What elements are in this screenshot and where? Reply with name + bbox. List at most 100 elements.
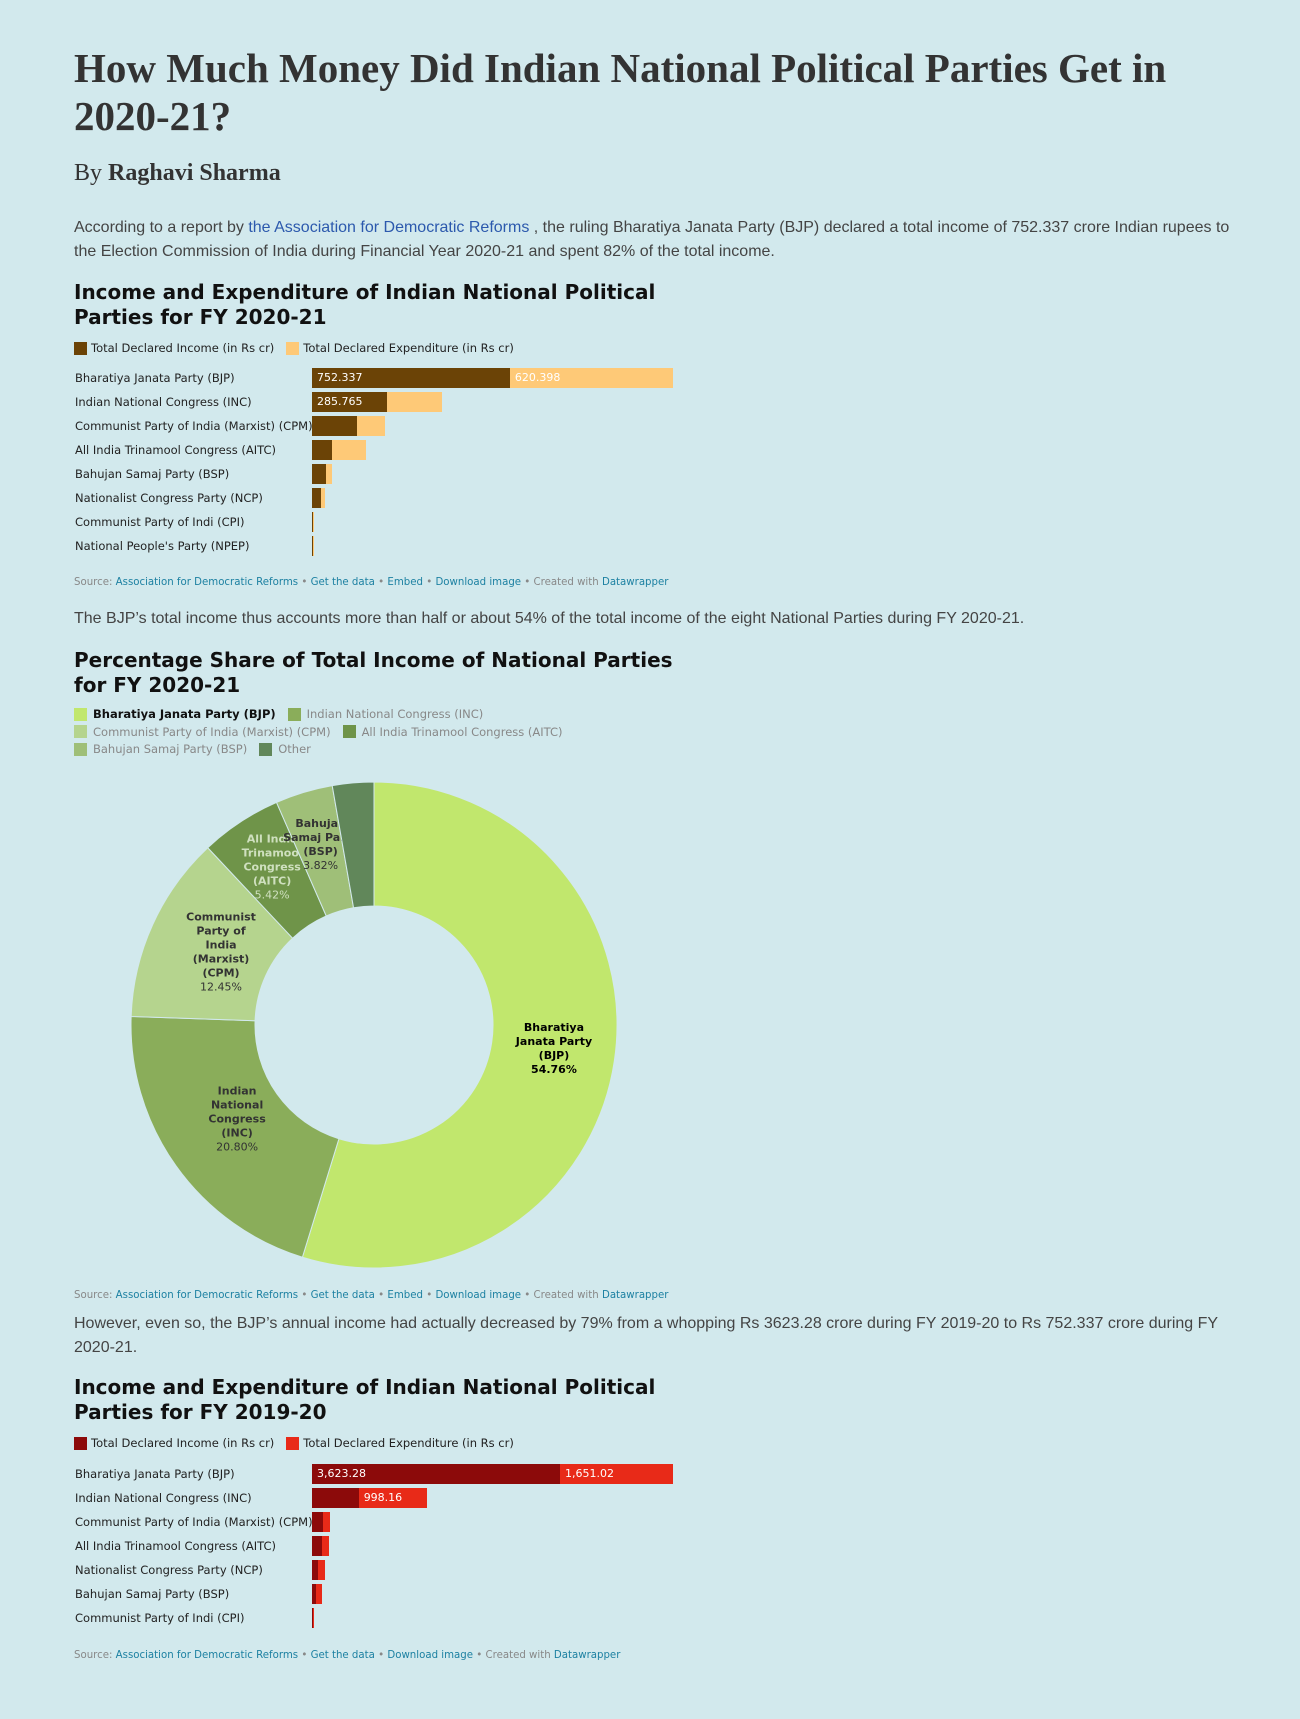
datawrapper-link[interactable]: Datawrapper bbox=[601, 577, 669, 588]
legend-swatch-expenditure bbox=[286, 341, 300, 355]
source-separator: • bbox=[374, 1290, 388, 1301]
bar-category-label: Bharatiya Janata Party (BJP) bbox=[75, 1467, 235, 1481]
pie-legend-label: Communist Party of India (Marxist) (CPM) bbox=[93, 724, 331, 739]
pie-legend-item[interactable]: Indian National Congress (INC) bbox=[287, 706, 484, 722]
legend-swatch-income bbox=[74, 1436, 87, 1450]
source-action-link[interactable]: Embed bbox=[387, 1290, 423, 1301]
bar-row: Communist Party of Indi (CPI) bbox=[74, 1608, 694, 1628]
expenditure-bar bbox=[313, 536, 314, 556]
donut-slice-label: Bharatiya Janata Party (BJP) 54.76% bbox=[515, 1021, 592, 1076]
bar-row: Bharatiya Janata Party (BJP) 752.337 620.3… bbox=[74, 368, 694, 388]
bar-row: All India Trinamool Congress (AITC) bbox=[74, 1536, 694, 1556]
bar-row: Indian National Congress (INC) 998.16 bbox=[74, 1488, 694, 1508]
bar-row: Bahujan Samaj Party (BSP) bbox=[74, 1584, 694, 1604]
chart3-source: Source: Association for Democratic Refor… bbox=[74, 1650, 620, 1661]
source-action-link[interactable]: Download image bbox=[435, 577, 522, 588]
source-link[interactable]: Association for Democratic Reforms bbox=[115, 577, 299, 588]
chart1-title: Income and Expenditure of Indian Nationa… bbox=[74, 280, 656, 329]
income-bar: 752.337 bbox=[312, 368, 510, 388]
legend-label-income: Total Declared Income (in Rs cr) bbox=[91, 1436, 275, 1450]
chart1-source: Source: Association for Democratic Refor… bbox=[74, 577, 668, 588]
chart2-donut: Bharatiya Janata Party (BJP) 54.76% Indian Na… bbox=[130, 781, 618, 1269]
pie-legend-swatch bbox=[74, 707, 87, 721]
pie-legend-label: Indian National Congress (INC) bbox=[306, 707, 484, 721]
income-bar: 3,623.28 bbox=[312, 1464, 560, 1484]
pie-legend-item[interactable]: Communist Party of India (Marxist) (CPM) bbox=[74, 724, 331, 740]
source-prefix: Source: bbox=[74, 1290, 116, 1301]
bar-value-label: 620.398 bbox=[514, 371, 561, 384]
income-bar bbox=[312, 536, 313, 556]
bar-row: Indian National Congress (INC) 285.765 bbox=[74, 392, 694, 412]
source-action-link[interactable]: Download image bbox=[387, 1650, 473, 1661]
pie-legend-item[interactable]: Other bbox=[259, 741, 311, 757]
bar-row: Bharatiya Janata Party (BJP) 3,623.28 1,65… bbox=[74, 1464, 694, 1484]
expenditure-bar bbox=[315, 1584, 323, 1604]
legend-label-expenditure: Total Declared Expenditure (in Rs cr) bbox=[303, 341, 514, 355]
source-separator: • bbox=[422, 577, 436, 588]
pie-legend-item[interactable]: Bharatiya Janata Party (BJP) bbox=[74, 706, 276, 722]
source-action-link[interactable]: Download image bbox=[435, 1290, 522, 1301]
legend-item-income: Total Declared Income (in Rs cr) bbox=[74, 341, 274, 355]
expenditure-bar bbox=[356, 416, 385, 436]
source-action-link[interactable]: Get the data bbox=[310, 577, 375, 588]
legend-swatch-expenditure bbox=[286, 1436, 300, 1450]
paragraph-decrease: However, even so, the BJP’s annual incom… bbox=[74, 1315, 1218, 1356]
bar-row: Communist Party of India (Marxist) (CPM) bbox=[74, 416, 694, 436]
paragraph-intro: According to a report by the Association… bbox=[74, 216, 1234, 264]
source-action-link[interactable]: Get the data bbox=[310, 1290, 375, 1301]
source-separator: • Created with bbox=[473, 1650, 554, 1661]
legend-label-expenditure: Total Declared Expenditure (in Rs cr) bbox=[303, 1436, 514, 1450]
bar-value-label: 1,651.02 bbox=[564, 1467, 614, 1480]
chart3-title: Income and Expenditure of Indian Nationa… bbox=[74, 1375, 656, 1424]
pie-legend-item[interactable]: All India Trinamool Congress (AITC) bbox=[342, 724, 563, 740]
pie-legend-swatch bbox=[287, 707, 301, 721]
pie-legend-swatch bbox=[259, 742, 273, 756]
expenditure-bar bbox=[313, 512, 314, 532]
legend-swatch-income bbox=[74, 341, 87, 355]
expenditure-bar bbox=[317, 1560, 326, 1580]
expenditure-bar: 998.16 bbox=[358, 1488, 427, 1508]
intro-text-before: According to a report by bbox=[74, 219, 244, 236]
bar-value-label: 285.765 bbox=[317, 395, 363, 408]
pie-legend-swatch bbox=[342, 725, 356, 738]
source-separator: • bbox=[298, 1290, 311, 1301]
datawrapper-link[interactable]: Datawrapper bbox=[601, 1290, 669, 1301]
bar-category-label: Communist Party of India (Marxist) (CPM) bbox=[75, 1515, 313, 1529]
source-action-link[interactable]: Get the data bbox=[310, 1650, 375, 1661]
datawrapper-link[interactable]: Datawrapper bbox=[553, 1650, 621, 1661]
income-bar bbox=[312, 1560, 318, 1580]
donut-slice[interactable] bbox=[331, 781, 375, 909]
source-separator: • Created with bbox=[521, 1290, 602, 1301]
source-action-link[interactable]: Embed bbox=[387, 577, 423, 588]
bar-category-label: National People's Party (NPEP) bbox=[75, 539, 250, 553]
donut-slice[interactable] bbox=[301, 781, 618, 1269]
donut-slice[interactable] bbox=[130, 1015, 340, 1258]
income-bar bbox=[312, 488, 322, 508]
bar-category-label: Communist Party of Indi (CPI) bbox=[75, 1611, 245, 1625]
expenditure-bar bbox=[313, 1608, 314, 1628]
chart3-legend: Total Declared Income (in Rs cr) Total D… bbox=[74, 1436, 526, 1450]
bar-row: Nationalist Congress Party (NCP) bbox=[74, 488, 694, 508]
income-bar bbox=[312, 440, 332, 460]
expenditure-bar bbox=[321, 1536, 330, 1556]
donut-slice-label: Bahujan Samaj Party (BSP) 3.82% bbox=[283, 817, 358, 872]
bar-value-label: 998.16 bbox=[363, 1491, 403, 1504]
income-bar bbox=[312, 1488, 359, 1508]
expenditure-bar bbox=[321, 488, 326, 508]
source-link[interactable]: Association for Democratic Reforms bbox=[115, 1290, 299, 1301]
bar-category-label: Nationalist Congress Party (NCP) bbox=[75, 491, 263, 505]
income-bar bbox=[312, 1584, 316, 1604]
source-separator: • bbox=[298, 1650, 311, 1661]
source-separator: • bbox=[374, 1650, 388, 1661]
chart2-title: Percentage Share of Total Income of Nati… bbox=[74, 648, 673, 697]
source-link[interactable]: Association for Democratic Reforms bbox=[115, 1650, 299, 1661]
pie-legend-label: Other bbox=[278, 742, 311, 756]
expenditure-bar bbox=[331, 440, 367, 460]
source-separator: • Created with bbox=[521, 577, 602, 588]
bar-category-label: Indian National Congress (INC) bbox=[75, 395, 252, 409]
adr-link[interactable]: the Association for Democratic Reforms bbox=[248, 219, 530, 236]
pie-legend-item[interactable]: Bahujan Samaj Party (BSP) bbox=[74, 741, 247, 757]
expenditure-bar bbox=[322, 1512, 331, 1532]
legend-item-expenditure: Total Declared Expenditure (in Rs cr) bbox=[286, 1436, 514, 1450]
